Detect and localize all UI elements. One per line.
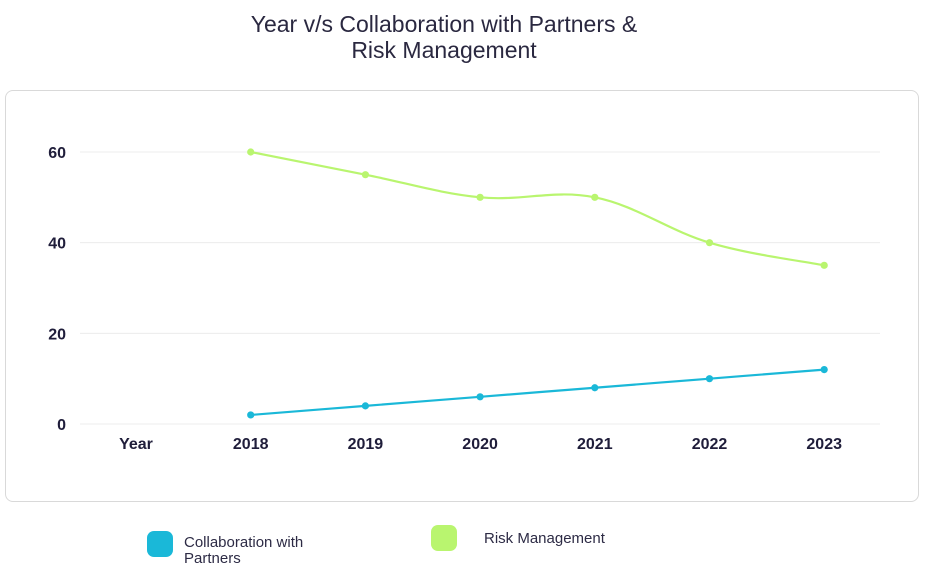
data-point-risk-management-2022[interactable]: [705, 239, 714, 247]
x-tick-label-2019: 2019: [348, 436, 384, 453]
x-tick-label-2018: 2018: [233, 436, 269, 453]
data-point-risk-management-2023[interactable]: [820, 261, 828, 269]
y-tick-label-20: 20: [48, 326, 66, 343]
legend-item-risk[interactable]: Risk Management: [431, 525, 605, 551]
x-tick-label-2022: 2022: [692, 436, 728, 453]
x-tick-label-2020: 2020: [462, 436, 498, 453]
gridlines: [80, 151, 880, 425]
legend-label-collaboration: Collaboration with Partners: [184, 534, 304, 567]
series-points: [247, 148, 828, 419]
data-point-collaboration-with-partners-2021[interactable]: [591, 384, 599, 392]
y-tick-label-60: 60: [48, 145, 66, 162]
x-tick-label-Year: Year: [119, 436, 153, 453]
legend-swatch-collaboration: [147, 531, 173, 557]
data-point-collaboration-with-partners-2022[interactable]: [705, 375, 714, 383]
x-axis-ticks: Year 2018 2019 2020 2021 2022 2023: [119, 436, 842, 453]
legend-label-risk: Risk Management: [484, 530, 605, 547]
data-point-risk-management-2020[interactable]: [476, 193, 484, 201]
series-lines: [250, 150, 825, 417]
data-point-collaboration-with-partners-2018[interactable]: [247, 411, 255, 419]
chart-title-line-1: Year v/s Collaboration with Partners &: [250, 11, 638, 37]
data-point-collaboration-with-partners-2019[interactable]: [361, 402, 369, 410]
chart-title-line-2: Risk Management: [351, 37, 537, 63]
data-point-risk-management-2021[interactable]: [591, 193, 599, 201]
x-tick-label-2021: 2021: [577, 436, 613, 453]
data-point-collaboration-with-partners-2020[interactable]: [476, 393, 484, 401]
y-tick-label-40: 40: [48, 236, 66, 253]
chart-card: [5, 90, 919, 502]
series-line-collaboration-with-partners: [250, 368, 825, 417]
data-point-collaboration-with-partners-2023[interactable]: [820, 366, 828, 374]
x-tick-label-2023: 2023: [806, 436, 842, 453]
chart-title: Year v/s Collaboration with Partners & R…: [224, 11, 664, 63]
y-tick-label-0: 0: [57, 417, 66, 434]
legend-item-collaboration[interactable]: Collaboration with Partners: [147, 531, 344, 567]
series-line-risk-management: [250, 150, 825, 267]
data-point-risk-management-2019[interactable]: [361, 171, 369, 179]
legend-swatch-risk: [431, 525, 457, 551]
data-point-risk-management-2018[interactable]: [247, 148, 255, 156]
y-axis-ticks: 0 20 40 60: [48, 145, 66, 434]
legend: Collaboration with Partners Risk Managem…: [0, 523, 928, 573]
